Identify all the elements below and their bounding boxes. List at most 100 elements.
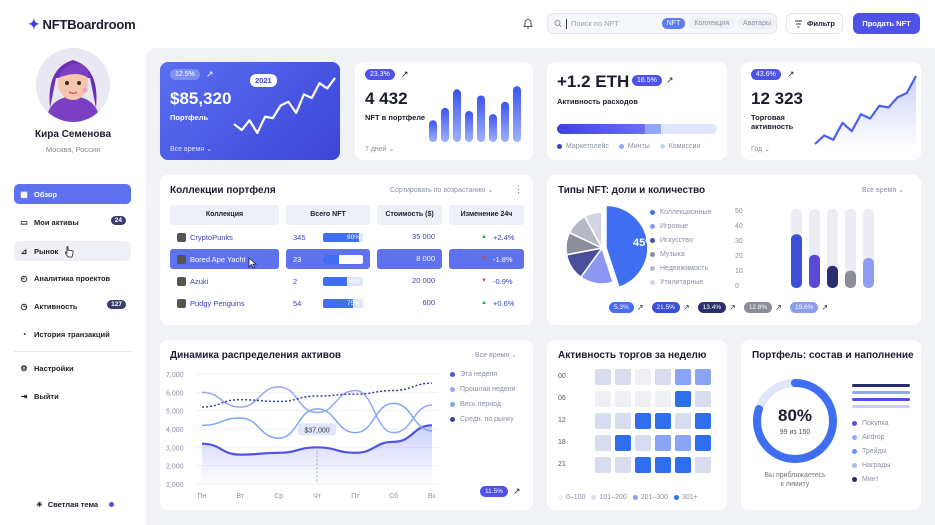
col-header-total[interactable]: Всего NFT xyxy=(286,205,370,225)
composition-line xyxy=(852,398,910,401)
heatmap-cell[interactable] xyxy=(595,413,611,429)
nav-activity[interactable]: ◷ Активность 127 xyxy=(14,296,131,316)
triangle-up-icon: ▲ xyxy=(481,300,487,306)
nav-logout[interactable]: ⇥ Выйти xyxy=(20,391,59,401)
nav-analytics[interactable]: ◴ Аналитика проектов xyxy=(20,273,111,283)
settings-icon: ⚙ xyxy=(20,363,28,373)
col-header-collection[interactable]: Коллекция xyxy=(170,205,279,225)
heatmap-cell[interactable] xyxy=(595,435,611,451)
heatmap-cell[interactable] xyxy=(615,369,631,385)
y-tick-label: 40 xyxy=(735,223,743,230)
nav-market[interactable]: ⊿ Рынок xyxy=(14,241,131,261)
filter-icon xyxy=(795,20,802,27)
weekly-title: Активность торгов за неделю xyxy=(558,350,707,361)
heatmap-cell[interactable] xyxy=(655,369,671,385)
chip-avatars[interactable]: Аватары xyxy=(738,18,776,29)
x-tick-label: Вт xyxy=(237,493,245,500)
nav-settings[interactable]: ⚙ Настройки xyxy=(20,363,74,373)
more-icon[interactable]: ⋮ xyxy=(514,184,523,194)
change-cell: ▼ -1.8% xyxy=(449,249,524,269)
spark-line xyxy=(814,75,917,145)
value-cell: 8 000 xyxy=(377,249,442,269)
trend-up-icon: ↗ xyxy=(401,69,409,79)
heatmap-cell[interactable] xyxy=(635,369,651,385)
notifications-bell-icon[interactable] xyxy=(518,14,538,34)
composition-line xyxy=(852,405,910,408)
nft-bar xyxy=(513,86,521,142)
tooltip-label: $37,000 xyxy=(304,427,329,434)
chart-icon: ⊿ xyxy=(20,246,28,256)
period-select[interactable]: Все время ⌄ xyxy=(862,187,904,194)
heatmap-cell[interactable] xyxy=(695,435,711,451)
chip-nft[interactable]: NFT xyxy=(661,18,686,29)
kpi-eth-card[interactable]: +1.2 ETH 16.5% ↗ Активность расходов Мар… xyxy=(547,62,727,160)
user-location: Москва, Россия xyxy=(45,145,101,154)
theme-dot xyxy=(109,502,115,507)
sell-nft-button[interactable]: Продать NFT xyxy=(853,13,920,34)
logout-icon: ⇥ xyxy=(20,391,28,401)
heatmap-cell[interactable] xyxy=(595,457,611,473)
heatmap-cell[interactable] xyxy=(635,435,651,451)
heatmap-cell[interactable] xyxy=(615,435,631,451)
composition-line xyxy=(852,391,910,394)
sort-select[interactable]: Сортировать по возрастанию ⌄ xyxy=(390,187,494,194)
kpi-trading-card[interactable]: 43.6% ↗ 12 323 Торговая активность Год ⌄ xyxy=(741,62,921,160)
heatmap-cell[interactable] xyxy=(615,457,631,473)
period-select[interactable]: Все время ⌄ xyxy=(170,146,212,153)
heatmap-cell[interactable] xyxy=(635,457,651,473)
nav-transactions[interactable]: ◔ История транзакций xyxy=(14,324,131,344)
collections-title: Коллекции портфеля xyxy=(170,185,276,196)
spend-legend: Маркетплейс Минты Комиссии xyxy=(557,139,700,153)
x-tick-label: Вс xyxy=(428,493,437,500)
share-tag: 12.8% xyxy=(743,302,773,313)
nft-bar xyxy=(489,114,497,142)
theme-toggle[interactable]: ☀ Светлая тема xyxy=(36,500,115,509)
col-header-value[interactable]: Стоимость ($) xyxy=(377,205,442,225)
heatmap-cell[interactable] xyxy=(595,391,611,407)
nav-my-assets[interactable]: ▭ Мои активы 24 xyxy=(14,212,131,232)
filter-button[interactable]: Фильтр xyxy=(786,13,843,34)
x-tick-label: Пн xyxy=(198,493,207,500)
heatmap-cell[interactable] xyxy=(655,413,671,429)
app-logo[interactable]: ✦ NFTBoardroom xyxy=(28,16,136,32)
heatmap-cell[interactable] xyxy=(695,457,711,473)
heatmap-cell[interactable] xyxy=(635,391,651,407)
heatmap-cell[interactable] xyxy=(675,369,691,385)
period-select[interactable]: 7 дней ⌄ xyxy=(365,146,395,153)
history-icon: ◔ xyxy=(21,329,27,339)
kpi-nft-card[interactable]: 23.3% ↗ 4 432 NFT в портфеле 7 дней ⌄ xyxy=(355,62,533,160)
heatmap-cell[interactable] xyxy=(655,457,671,473)
legend-item: Недвижимость xyxy=(650,261,711,275)
heatmap-cell[interactable] xyxy=(695,413,711,429)
nav-overview[interactable]: ▦ Обзор xyxy=(14,184,131,204)
search-input[interactable]: Поиск по NFT xyxy=(571,19,619,28)
heatmap-cell[interactable] xyxy=(635,413,651,429)
heatmap-cell[interactable] xyxy=(675,457,691,473)
trend-up-icon: ↗ xyxy=(636,303,644,312)
heatmap-cell[interactable] xyxy=(675,435,691,451)
heatmap-cell[interactable] xyxy=(695,369,711,385)
heatmap-cell[interactable] xyxy=(675,391,691,407)
heatmap-cell[interactable] xyxy=(595,369,611,385)
period-select[interactable]: Год ⌄ xyxy=(751,146,770,153)
spark-line xyxy=(233,77,336,135)
limit-note: Вы приближаетесь к лимиту xyxy=(764,472,826,488)
kpi-bars xyxy=(429,86,521,142)
kpi-value: 12 323 xyxy=(751,89,803,108)
trend-up-icon: ↗ xyxy=(513,486,521,496)
segment-fees xyxy=(661,124,717,134)
heatmap-cell[interactable] xyxy=(655,435,671,451)
heatmap-cell[interactable] xyxy=(675,413,691,429)
trend-up-icon: ↗ xyxy=(682,303,690,312)
y-tick-label: 7,000 xyxy=(166,372,184,379)
heatmap-cell[interactable] xyxy=(695,391,711,407)
search-bar[interactable]: Поиск по NFT NFT Коллекция Аватары xyxy=(547,13,777,34)
kpi-value: +1.2 ETH xyxy=(557,72,630,91)
heatmap-cell[interactable] xyxy=(615,391,631,407)
kpi-portfolio-card[interactable]: 12.5% ↗ $85,320 Портфель Все время ⌄ 202… xyxy=(160,62,340,160)
period-select[interactable]: Все время ⌄ xyxy=(475,352,517,359)
heatmap-cell[interactable] xyxy=(615,413,631,429)
col-header-change[interactable]: Изменение 24ч xyxy=(449,205,524,225)
chip-collection[interactable]: Коллекция xyxy=(689,18,734,29)
heatmap-cell[interactable] xyxy=(655,391,671,407)
